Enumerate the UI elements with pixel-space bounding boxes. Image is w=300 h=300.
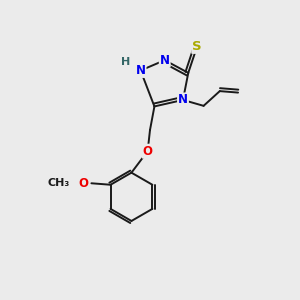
Text: S: S <box>192 40 202 53</box>
Text: CH₃: CH₃ <box>48 178 70 188</box>
Text: N: N <box>160 54 170 67</box>
Text: N: N <box>136 64 146 77</box>
Text: H: H <box>121 57 130 67</box>
Text: N: N <box>178 93 188 106</box>
Text: O: O <box>142 145 153 158</box>
Text: O: O <box>78 177 88 190</box>
